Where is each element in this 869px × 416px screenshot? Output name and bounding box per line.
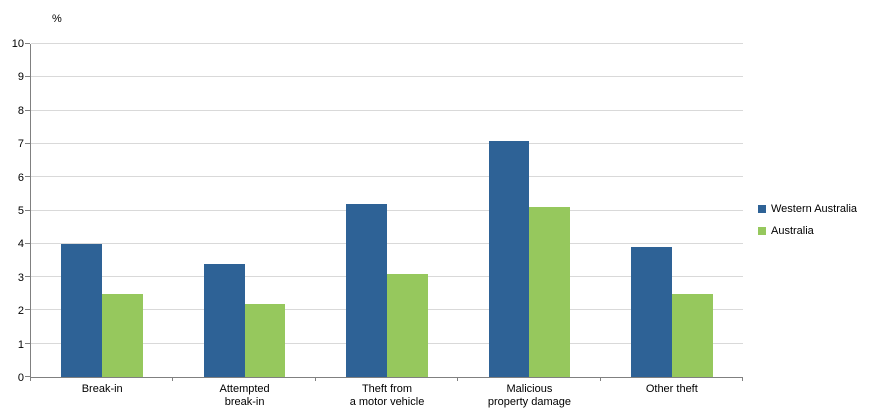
bar-western-australia	[203, 263, 245, 377]
x-category-label: Theft from a motor vehicle	[349, 383, 425, 408]
bars-layer	[31, 44, 743, 377]
bar-group	[316, 44, 458, 377]
gridline	[31, 109, 743, 111]
bar-group	[173, 44, 315, 377]
legend-swatch-western-australia	[758, 205, 766, 213]
y-tick-label: 3	[17, 271, 24, 284]
y-tick-label: 6	[17, 171, 24, 184]
x-axis-tick	[314, 377, 316, 381]
y-axis-tick	[25, 342, 30, 344]
x-category-label: Malicious property damage	[487, 383, 571, 408]
y-tick-label: 4	[17, 238, 24, 251]
y-tick-label: 7	[17, 138, 24, 151]
x-axis-tick	[742, 377, 743, 381]
y-axis-tick	[25, 176, 30, 178]
bar-western-australia	[631, 247, 672, 377]
gridline	[31, 176, 743, 178]
y-axis-tick	[25, 209, 30, 211]
gridline	[31, 43, 743, 44]
y-axis-tick	[25, 109, 30, 111]
y-axis-tick	[25, 43, 30, 44]
legend-item-western-australia: Western Australia	[758, 203, 857, 215]
y-axis-tick	[25, 376, 30, 377]
x-axis-tick	[30, 377, 31, 381]
gridline	[31, 76, 743, 78]
y-axis-tick	[25, 76, 30, 78]
x-axis-tick	[599, 377, 601, 381]
bar-western-australia	[488, 140, 530, 377]
bar-australia	[244, 303, 286, 377]
y-axis-unit-label: %	[52, 13, 62, 25]
bar-australia	[102, 293, 143, 377]
plot-area: Break-in Attempted break-in Theft from a m…	[25, 43, 743, 408]
y-tick-label: 10	[11, 38, 24, 50]
y-axis-tick	[25, 276, 30, 278]
y-tick-label: 9	[17, 71, 24, 84]
x-axis-tick	[457, 377, 459, 381]
bar-australia	[671, 293, 713, 377]
bar-western-australia	[61, 243, 103, 377]
y-axis-tick	[25, 142, 30, 144]
bar-group	[31, 44, 173, 377]
y-tick-label: 5	[17, 205, 24, 217]
bar-group	[601, 44, 743, 377]
bar-australia	[529, 207, 571, 377]
bar-group	[458, 44, 600, 377]
x-axis-tick	[172, 377, 174, 381]
y-tick-label: 1	[17, 338, 24, 351]
legend-label-australia: Australia	[771, 225, 814, 237]
y-tick-label: 2	[17, 305, 24, 318]
x-category-label: Attempted break-in	[219, 383, 270, 408]
bar-western-australia	[346, 203, 388, 377]
legend-swatch-australia	[758, 227, 766, 235]
legend-label-western-australia: Western Australia	[771, 203, 858, 215]
x-category-label: Other theft	[645, 383, 698, 395]
bar-australia	[387, 273, 428, 377]
x-category-label: Break-in	[81, 383, 123, 395]
legend-item-australia: Australia	[758, 225, 857, 237]
x-axis-labels: Break-in Attempted break-in Theft from a m…	[31, 383, 743, 409]
y-tick-label: 8	[17, 104, 24, 117]
y-axis-tick	[25, 309, 30, 311]
y-axis-tick	[25, 242, 30, 244]
y-axis-labels: 0 1 2 3 4 5 6 7 8 9 10	[0, 38, 24, 384]
gridline	[31, 142, 743, 144]
y-tick-label: 0	[17, 372, 24, 384]
legend: Western Australia Australia	[758, 203, 857, 237]
